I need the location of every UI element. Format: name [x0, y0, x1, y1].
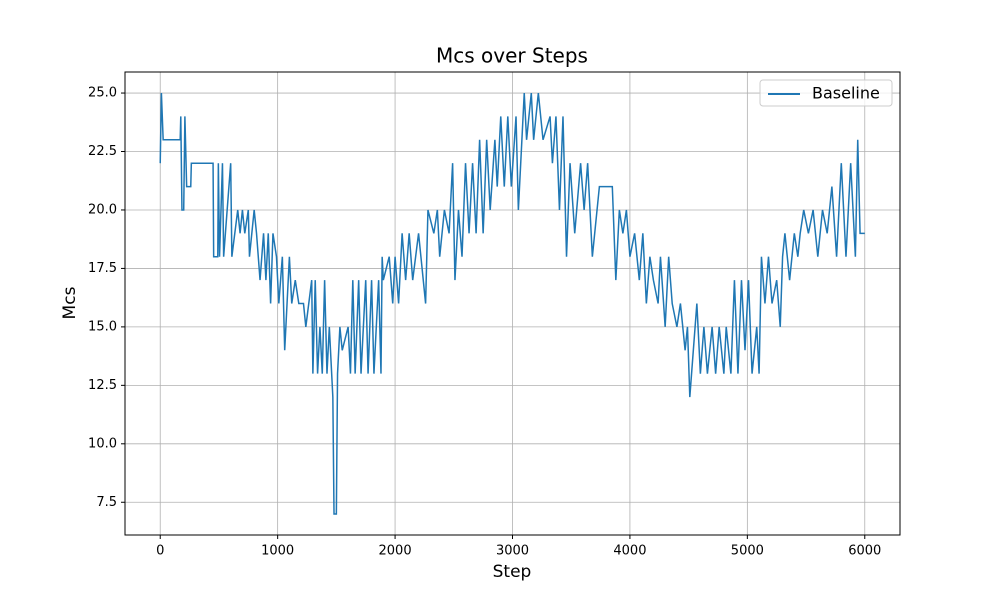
- chart-title: Mcs over Steps: [436, 44, 588, 68]
- plot-frame: [124, 71, 901, 536]
- y-tick-label: 22.5: [88, 144, 117, 159]
- x-tick-label: 5000: [731, 544, 764, 559]
- x-axis-label: Step: [493, 562, 532, 582]
- x-tick-label: 1000: [261, 544, 294, 559]
- x-tick-label: 4000: [613, 544, 646, 559]
- x-tick-label: 6000: [848, 544, 881, 559]
- x-tick-label: 0: [156, 544, 164, 559]
- y-tick-label: 15.0: [88, 319, 117, 334]
- x-tick-label: 3000: [496, 544, 529, 559]
- legend-label: Baseline: [812, 84, 880, 103]
- y-tick-label: 17.5: [88, 261, 117, 276]
- y-tick-label: 7.5: [96, 495, 117, 510]
- y-tick-label: 20.0: [88, 202, 117, 217]
- legend-box: [759, 79, 893, 107]
- x-tick-label: 2000: [379, 544, 412, 559]
- y-tick-label: 25.0: [88, 86, 117, 101]
- y-tick-label: 10.0: [88, 436, 117, 451]
- series-line: [159, 92, 865, 515]
- y-axis-label: Mcs: [60, 286, 80, 319]
- y-tick-label: 12.5: [88, 378, 117, 393]
